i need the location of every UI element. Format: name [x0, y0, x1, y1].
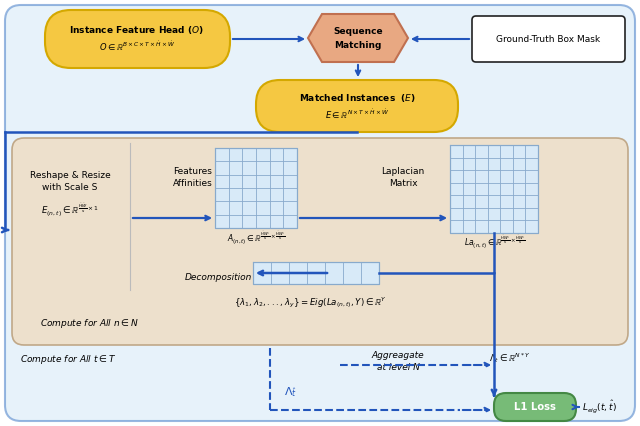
FancyBboxPatch shape	[472, 16, 625, 62]
FancyBboxPatch shape	[494, 393, 576, 421]
Text: $La_{(n,t)} \in \mathbb{R}^{\frac{\dot{H}W'}{s}\times\frac{\dot{H}W'}{s}}$: $La_{(n,t)} \in \mathbb{R}^{\frac{\dot{H…	[464, 233, 526, 251]
Text: Aggreagate: Aggreagate	[372, 351, 424, 360]
Text: $E_{(n,t)} \in \mathbb{R}^{\frac{\dot{H}\dot{W}}{s}\times 1}$: $E_{(n,t)} \in \mathbb{R}^{\frac{\dot{H}…	[41, 201, 99, 219]
Text: Laplacian: Laplacian	[381, 167, 424, 176]
Text: $\{\lambda_1, \lambda_2, ..., \lambda_y\} = Eig(La_{(n,t)}, Y) \in \mathbb{R}^Y$: $\{\lambda_1, \lambda_2, ..., \lambda_y\…	[234, 296, 387, 310]
Bar	[253, 262, 379, 284]
Text: Features: Features	[173, 167, 212, 176]
Text: $E \in \mathbb{R}^{N\times T\times \dot{H}\times \dot{W}}$: $E \in \mathbb{R}^{N\times T\times \dot{…	[325, 107, 389, 121]
Text: L1 Loss: L1 Loss	[514, 402, 556, 412]
Text: at level N: at level N	[376, 363, 419, 372]
Text: Compute for All $t \in T$: Compute for All $t \in T$	[20, 354, 116, 366]
FancyBboxPatch shape	[12, 138, 628, 345]
Text: Reshape & Resize: Reshape & Resize	[29, 170, 110, 179]
FancyBboxPatch shape	[45, 10, 230, 68]
Text: Affinities: Affinities	[173, 178, 213, 187]
Text: Matrix: Matrix	[388, 178, 417, 187]
Text: $O \in \mathbb{R}^{B\times C\times T\times \dot{H}\times \dot{W}}$: $O \in \mathbb{R}^{B\times C\times T\tim…	[99, 39, 175, 53]
Text: Matched Instances  ($E$): Matched Instances ($E$)	[298, 92, 415, 104]
Bar	[450, 145, 538, 233]
Text: $A_{(n,t)} \in \mathbb{R}^{\frac{\dot{H}W'}{s}\times\frac{\dot{H}W'}{s}}$: $A_{(n,t)} \in \mathbb{R}^{\frac{\dot{H}…	[227, 229, 285, 247]
Text: Ground-Truth Box Mask: Ground-Truth Box Mask	[496, 35, 600, 43]
Polygon shape	[308, 14, 408, 62]
Text: Instance Feature Head ($O$): Instance Feature Head ($O$)	[70, 24, 205, 36]
Text: Matching: Matching	[334, 41, 381, 51]
Text: $\Lambda_t \in \mathbb{R}^{N*Y}$: $\Lambda_t \in \mathbb{R}^{N*Y}$	[489, 351, 531, 365]
FancyBboxPatch shape	[5, 5, 635, 421]
FancyBboxPatch shape	[256, 80, 458, 132]
Text: with Scale S: with Scale S	[42, 182, 98, 192]
Text: Compute for All $n \in N$: Compute for All $n \in N$	[40, 317, 139, 329]
Bar	[215, 148, 297, 228]
Text: Sequence: Sequence	[333, 28, 383, 37]
Text: $\Lambda_{\hat{t}}$: $\Lambda_{\hat{t}}$	[284, 385, 296, 399]
Text: $L_{eig}(t,\hat{t})$: $L_{eig}(t,\hat{t})$	[582, 399, 617, 415]
Text: Decomposition: Decomposition	[184, 273, 252, 282]
